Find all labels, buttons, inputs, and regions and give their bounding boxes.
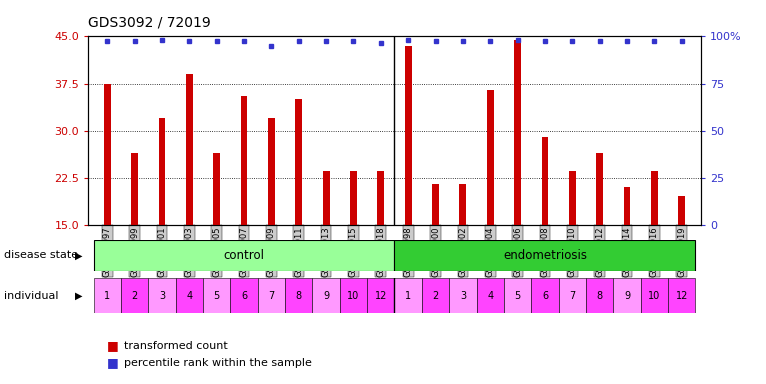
Text: 9: 9: [323, 291, 329, 301]
Text: 5: 5: [515, 291, 521, 301]
Text: 3: 3: [159, 291, 165, 301]
Text: 7: 7: [268, 291, 274, 301]
Text: ▶: ▶: [75, 291, 83, 301]
Text: control: control: [224, 249, 264, 262]
FancyBboxPatch shape: [640, 278, 668, 313]
Text: 12: 12: [375, 291, 387, 301]
Text: 1: 1: [405, 291, 411, 301]
Bar: [159, 118, 165, 225]
Bar: [268, 118, 275, 225]
Bar: [596, 152, 603, 225]
Text: 2: 2: [132, 291, 138, 301]
FancyBboxPatch shape: [175, 278, 203, 313]
Text: 5: 5: [214, 291, 220, 301]
Text: 4: 4: [186, 291, 192, 301]
FancyBboxPatch shape: [532, 278, 558, 313]
Bar: [624, 187, 630, 225]
Text: 6: 6: [542, 291, 548, 301]
FancyBboxPatch shape: [394, 278, 422, 313]
FancyBboxPatch shape: [257, 278, 285, 313]
Bar: [460, 184, 466, 225]
Bar: [241, 96, 247, 225]
Text: 10: 10: [648, 291, 660, 301]
Text: 8: 8: [296, 291, 302, 301]
Text: ■: ■: [107, 356, 119, 369]
Text: 6: 6: [241, 291, 247, 301]
Bar: [404, 46, 411, 225]
Bar: [296, 99, 302, 225]
Text: ▶: ▶: [75, 250, 83, 260]
Text: 7: 7: [569, 291, 575, 301]
Bar: [651, 171, 658, 225]
FancyBboxPatch shape: [340, 278, 367, 313]
Bar: [679, 197, 685, 225]
Bar: [514, 40, 521, 225]
Bar: [350, 171, 357, 225]
Bar: [104, 84, 110, 225]
FancyBboxPatch shape: [285, 278, 313, 313]
Bar: [432, 184, 439, 225]
Bar: [131, 152, 138, 225]
Text: 4: 4: [487, 291, 493, 301]
Text: ■: ■: [107, 339, 119, 352]
Text: transformed count: transformed count: [124, 341, 228, 351]
FancyBboxPatch shape: [367, 278, 394, 313]
Text: endometriosis: endometriosis: [503, 249, 587, 262]
FancyBboxPatch shape: [93, 278, 121, 313]
Text: disease state: disease state: [4, 250, 78, 260]
FancyBboxPatch shape: [504, 278, 532, 313]
FancyBboxPatch shape: [449, 278, 476, 313]
FancyBboxPatch shape: [231, 278, 257, 313]
Text: 2: 2: [432, 291, 439, 301]
Text: 12: 12: [676, 291, 688, 301]
Bar: [542, 137, 548, 225]
Text: 10: 10: [347, 291, 359, 301]
FancyBboxPatch shape: [394, 240, 696, 271]
FancyBboxPatch shape: [586, 278, 614, 313]
Bar: [487, 90, 493, 225]
Text: percentile rank within the sample: percentile rank within the sample: [124, 358, 312, 368]
Text: GDS3092 / 72019: GDS3092 / 72019: [88, 15, 211, 29]
FancyBboxPatch shape: [422, 278, 449, 313]
Text: 3: 3: [460, 291, 466, 301]
FancyBboxPatch shape: [476, 278, 504, 313]
Text: 1: 1: [104, 291, 110, 301]
Text: individual: individual: [4, 291, 58, 301]
Bar: [186, 74, 193, 225]
FancyBboxPatch shape: [668, 278, 696, 313]
FancyBboxPatch shape: [149, 278, 175, 313]
Bar: [213, 152, 220, 225]
FancyBboxPatch shape: [614, 278, 640, 313]
Text: 9: 9: [624, 291, 630, 301]
FancyBboxPatch shape: [558, 278, 586, 313]
Bar: [569, 171, 576, 225]
FancyBboxPatch shape: [121, 278, 149, 313]
FancyBboxPatch shape: [203, 278, 231, 313]
FancyBboxPatch shape: [313, 278, 340, 313]
FancyBboxPatch shape: [93, 240, 394, 271]
Text: 8: 8: [597, 291, 603, 301]
Bar: [322, 171, 329, 225]
Bar: [378, 171, 385, 225]
